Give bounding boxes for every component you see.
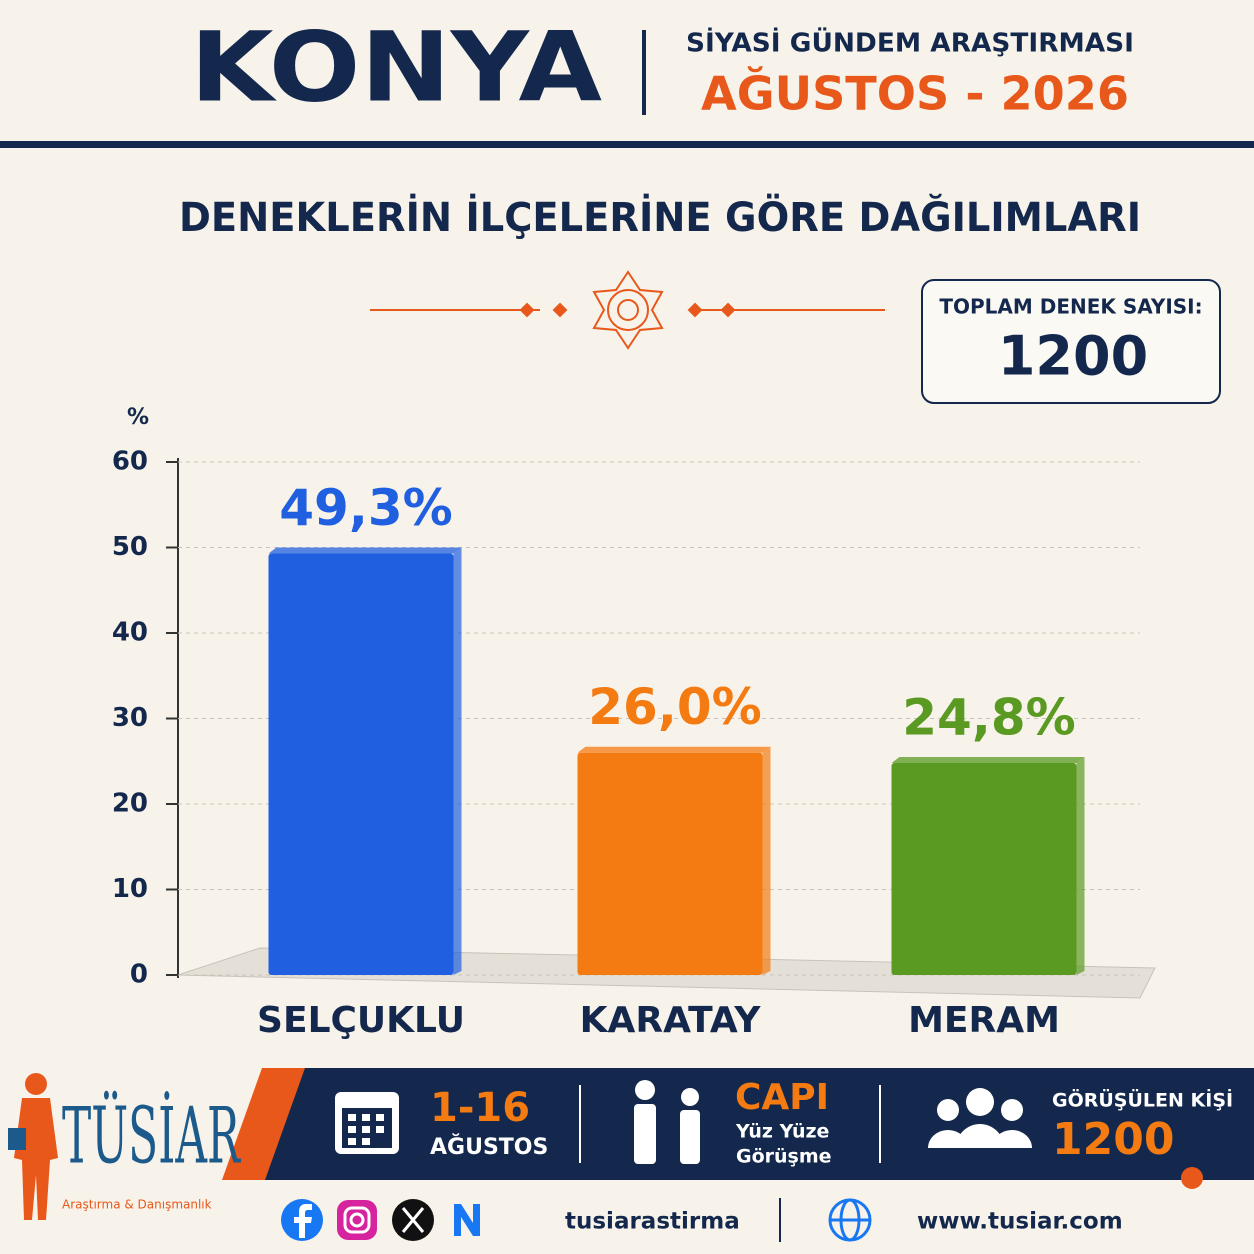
y-tick-label: 60 (112, 447, 148, 477)
header-rule (0, 141, 1254, 148)
calendar-icon (335, 1092, 399, 1154)
value-label: 24,8% (902, 688, 1075, 746)
divider (879, 1085, 881, 1163)
dot (1181, 1167, 1203, 1189)
logo: TÜSİAR (62, 1090, 241, 1182)
method-line2: Görüşme (736, 1146, 832, 1168)
bar-top (577, 746, 771, 753)
header-title: KONYA (190, 11, 602, 123)
divider (642, 30, 646, 115)
total-box (921, 279, 1221, 404)
value-label: 26,0% (588, 678, 761, 736)
bar (577, 752, 763, 975)
bar (268, 553, 454, 975)
method: CAPI (735, 1077, 829, 1118)
logo-tagline: Araştırma & Danışmanlık (62, 1198, 212, 1212)
method-line1: Yüz Yüze (735, 1121, 829, 1143)
bar (891, 762, 1077, 975)
ornament (370, 270, 885, 350)
interview-icon (634, 1080, 700, 1164)
bar-top (891, 756, 1085, 763)
y-axis-label: % (127, 405, 149, 430)
y-tick-label: 40 (112, 618, 148, 648)
footer-band (250, 1068, 1254, 1180)
globe-icon (828, 1198, 872, 1242)
dates: 1-16 (430, 1085, 530, 1131)
people-icon (928, 1088, 1032, 1148)
news-icon[interactable] (454, 1204, 480, 1236)
bar-side (762, 746, 771, 975)
social-handle: tusiarastirma (565, 1209, 740, 1235)
y-tick-label: 10 (112, 874, 148, 904)
x-tick-label: SELÇUKLU (257, 1000, 465, 1041)
logo-figure (8, 1073, 58, 1220)
social-icons (281, 1199, 480, 1241)
instagram-icon[interactable] (337, 1200, 377, 1240)
y-tick-label: 30 (112, 703, 148, 733)
y-tick-label: 50 (112, 532, 148, 562)
bar-side (1076, 756, 1085, 975)
footer-stripe (222, 1068, 305, 1180)
y-tick-label: 20 (112, 789, 148, 819)
interviewed: 1200 (1052, 1114, 1174, 1165)
total-value: 1200 (998, 325, 1148, 388)
divider (579, 1085, 581, 1163)
bar-side (453, 547, 462, 975)
bar-top (268, 547, 462, 554)
x-tick-label: KARATAY (580, 1000, 762, 1041)
y-tick-label: 0 (130, 960, 148, 990)
chart-title: DENEKLERİN İLÇELERİNE GÖRE DAĞILIMLARI (179, 193, 1141, 241)
divider (779, 1198, 781, 1242)
month: AĞUSTOS (430, 1134, 548, 1160)
website[interactable]: www.tusiar.com (917, 1209, 1123, 1235)
plot: 0 10 20 30 40 50 60 49,3% SELÇUKLU 26,0% KARATAY 24… (112, 447, 1140, 1041)
x-tick-label: MERAM (908, 1000, 1060, 1041)
total-label: TOPLAM DENEK SAYISI: (939, 295, 1202, 319)
header-period: AĞUSTOS - 2026 (701, 67, 1129, 121)
interviewed-label: GÖRÜŞÜLEN KİŞİ (1052, 1088, 1233, 1112)
value-label: 49,3% (279, 479, 452, 537)
header-subtitle: SİYASİ GÜNDEM ARAŞTIRMASI (686, 26, 1134, 59)
